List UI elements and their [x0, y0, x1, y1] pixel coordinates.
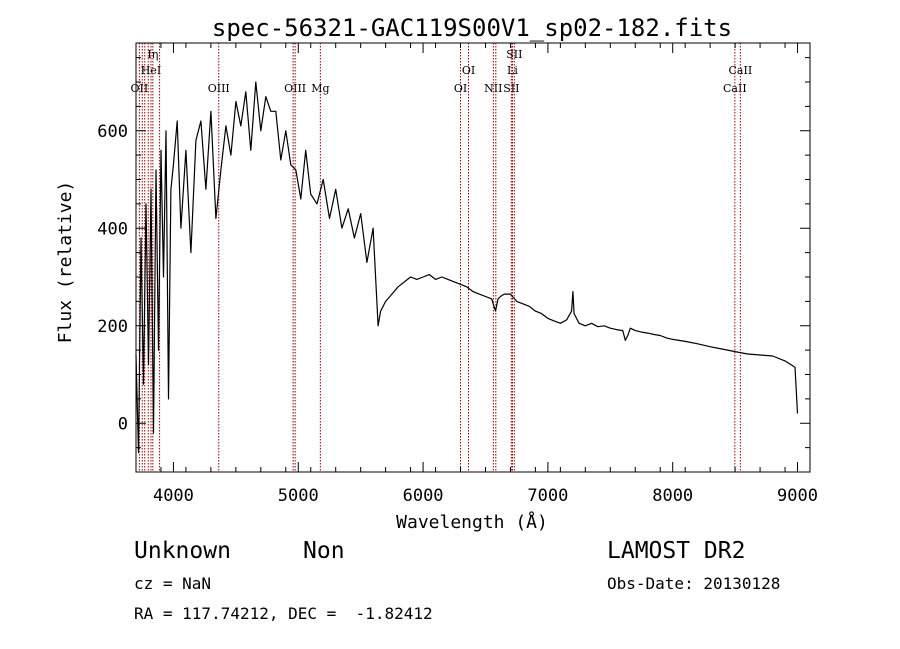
- x-axis-label: Wavelength (Å): [396, 511, 548, 533]
- x-tick-label: 5000: [278, 486, 319, 506]
- redshift-value: cz = NaN: [134, 574, 212, 593]
- x-tick-label: 6000: [403, 486, 444, 506]
- marker-label: CaII: [729, 64, 753, 77]
- obs-date: Obs-Date: 20130128: [607, 574, 781, 593]
- marker-label: SII: [503, 82, 519, 95]
- x-tick-label: 7000: [527, 486, 568, 506]
- marker-label: CaII: [723, 82, 747, 95]
- marker-label: OI: [462, 64, 475, 77]
- object-class: Unknown: [134, 538, 231, 564]
- marker-label: OIII: [284, 82, 306, 95]
- marker-label: Li: [507, 64, 518, 77]
- axis-ticks: 4000 5000 6000 7000 8000 9000 0 200 400 600: [97, 43, 818, 506]
- marker-label: OII: [131, 82, 149, 95]
- spectrum-series: [135, 81, 799, 454]
- marker-label: HeI: [141, 64, 161, 77]
- y-tick-label: 400: [97, 219, 128, 239]
- y-tick-label: 600: [97, 122, 128, 142]
- y-tick-label: 0: [118, 414, 128, 434]
- marker-label: SII: [506, 48, 522, 61]
- x-tick-label: 4000: [153, 486, 194, 506]
- x-tick-label: 9000: [777, 486, 818, 506]
- marker-label: Iη: [147, 48, 158, 61]
- spectrum-line: [135, 81, 799, 454]
- object-subclass: Non: [303, 538, 345, 564]
- chart-title: spec-56321-GAC119S00V1_sp02-182.fits: [212, 14, 732, 42]
- marker-label: OIII: [208, 82, 230, 95]
- y-tick-label: 200: [97, 317, 128, 337]
- marker-label: Mg: [311, 82, 329, 95]
- marker-label: NII: [484, 82, 502, 95]
- survey-name: LAMOST DR2: [607, 538, 746, 564]
- marker-label: OI: [454, 82, 467, 95]
- y-axis-label: Flux (relative): [55, 181, 76, 344]
- x-tick-label: 8000: [652, 486, 693, 506]
- coordinates: RA = 117.74212, DEC = -1.82412: [134, 604, 433, 623]
- plot-frame: [135, 42, 811, 473]
